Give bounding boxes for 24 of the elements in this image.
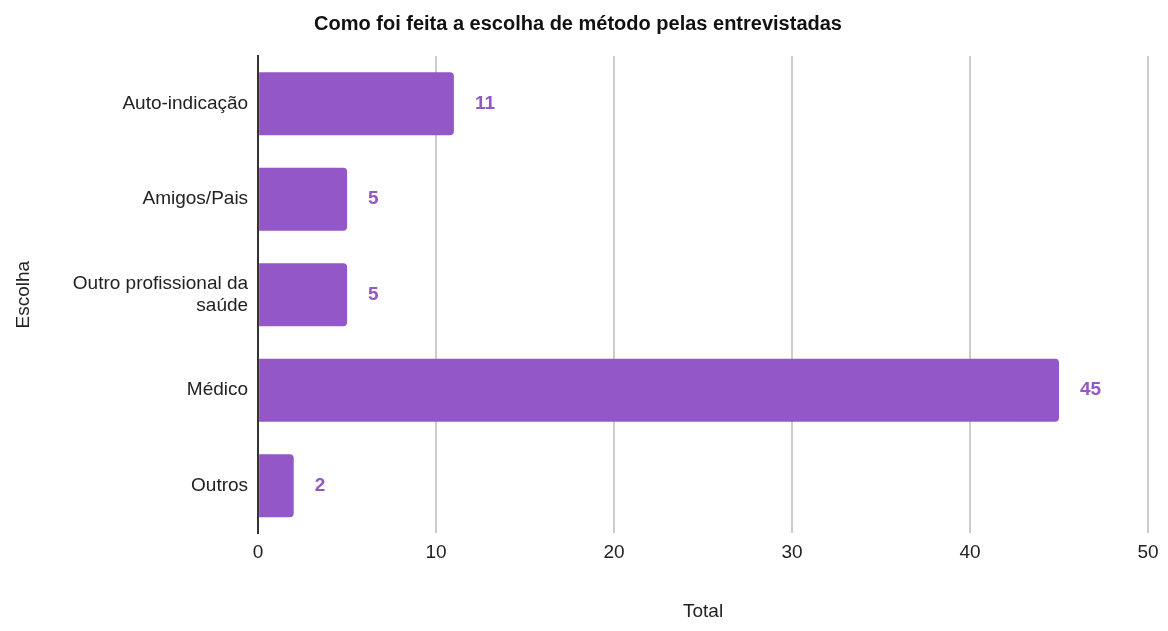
data-label: 5 [368, 282, 380, 304]
data-label: 45 [1080, 378, 1102, 400]
y-tick-label: Outro profissional da saúde [72, 271, 249, 316]
y-tick-label: Amigos/Pais [142, 187, 249, 209]
x-tick-label: 30 [781, 541, 803, 563]
bar [259, 358, 1060, 422]
data-label: 2 [314, 473, 326, 495]
y-axis-title: Escolha [11, 260, 33, 329]
bar [259, 263, 348, 327]
x-tick-label: 40 [959, 541, 981, 563]
bar [259, 72, 454, 136]
bar [259, 167, 348, 231]
x-tick-label: 50 [1137, 541, 1159, 563]
x-tick-label: 0 [252, 541, 264, 563]
chart-title: Como foi feita a escolha de método pelas entrevistadas [314, 11, 842, 34]
x-axis-title: Total [682, 599, 724, 621]
y-tick-label: Auto-indicação [122, 91, 249, 113]
x-tick-label: 10 [425, 541, 447, 563]
data-label: 5 [368, 187, 380, 209]
y-tick-label: Outros [191, 473, 249, 495]
x-tick-label: 20 [603, 541, 625, 563]
y-tick-label: Médico [186, 378, 249, 400]
bar [259, 454, 294, 518]
data-label: 11 [474, 91, 496, 113]
